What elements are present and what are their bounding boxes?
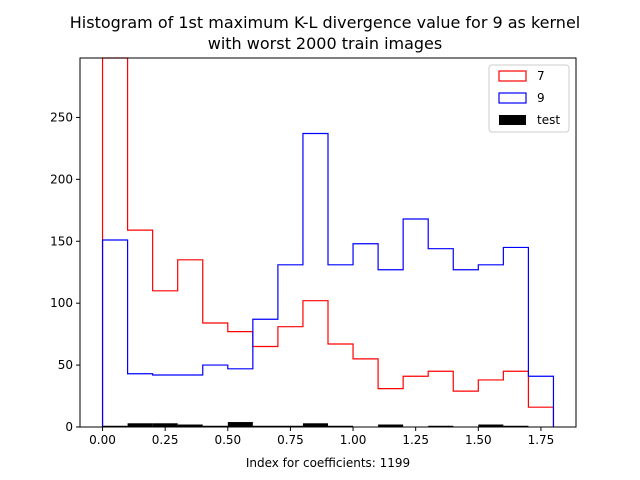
y-tick-label-4: 200	[50, 172, 73, 186]
x-tick-label-2: 0.50	[214, 433, 241, 447]
bar-test-15	[478, 424, 504, 427]
bar-test-11	[378, 424, 404, 427]
x-tick-label-5: 1.25	[402, 433, 429, 447]
legend: 7 9 test	[488, 64, 570, 133]
bar-test-13	[428, 425, 454, 427]
series-line-9	[101, 132, 555, 427]
y-axis: 0 50 100 150 200 250	[50, 110, 80, 434]
bar-test-6	[252, 425, 278, 427]
legend-label-test: test	[537, 113, 560, 127]
y-tick-label-1: 50	[58, 358, 73, 372]
bar-test-7	[277, 425, 303, 427]
bar-test-8	[302, 423, 328, 427]
x-tick-label-0: 0.00	[89, 433, 116, 447]
series-line-7	[101, 57, 555, 427]
bar-test-1	[127, 423, 153, 427]
legend-swatch-test	[499, 115, 526, 125]
legend-label-9: 9	[537, 91, 545, 105]
bar-test-4	[202, 425, 228, 427]
plot-frame	[79, 57, 577, 428]
legend-swatch-7	[498, 70, 527, 82]
chart-title-line2: with worst 2000 train images	[208, 34, 442, 53]
x-tick-label-3: 0.75	[277, 433, 304, 447]
bar-test-2	[152, 423, 178, 427]
y-tick-label-2: 100	[50, 296, 73, 310]
y-tick-label-5: 250	[50, 110, 73, 124]
bar-test-16	[503, 425, 529, 427]
bar-test-0	[102, 425, 128, 427]
x-tick-label-4: 1.00	[340, 433, 367, 447]
y-tick-label-0: 0	[65, 420, 73, 434]
x-tick-label-1: 0.25	[152, 433, 179, 447]
bar-test-5	[227, 422, 253, 427]
x-axis-label: Index for coefficients: 1199	[246, 456, 410, 470]
x-axis: 0.00 0.25 0.50 0.75 1.00 1.25 1.50 1.75	[89, 427, 554, 447]
plot-area	[101, 57, 555, 427]
bar-test-9	[328, 425, 354, 427]
chart-title-line1: Histogram of 1st maximum K-L divergence …	[70, 13, 580, 32]
x-tick-label-6: 1.50	[465, 433, 492, 447]
legend-swatch-9	[498, 92, 527, 104]
y-tick-label-3: 150	[50, 234, 73, 248]
bar-test-3	[177, 424, 203, 427]
legend-label-7: 7	[537, 69, 545, 83]
x-tick-label-7: 1.75	[528, 433, 555, 447]
